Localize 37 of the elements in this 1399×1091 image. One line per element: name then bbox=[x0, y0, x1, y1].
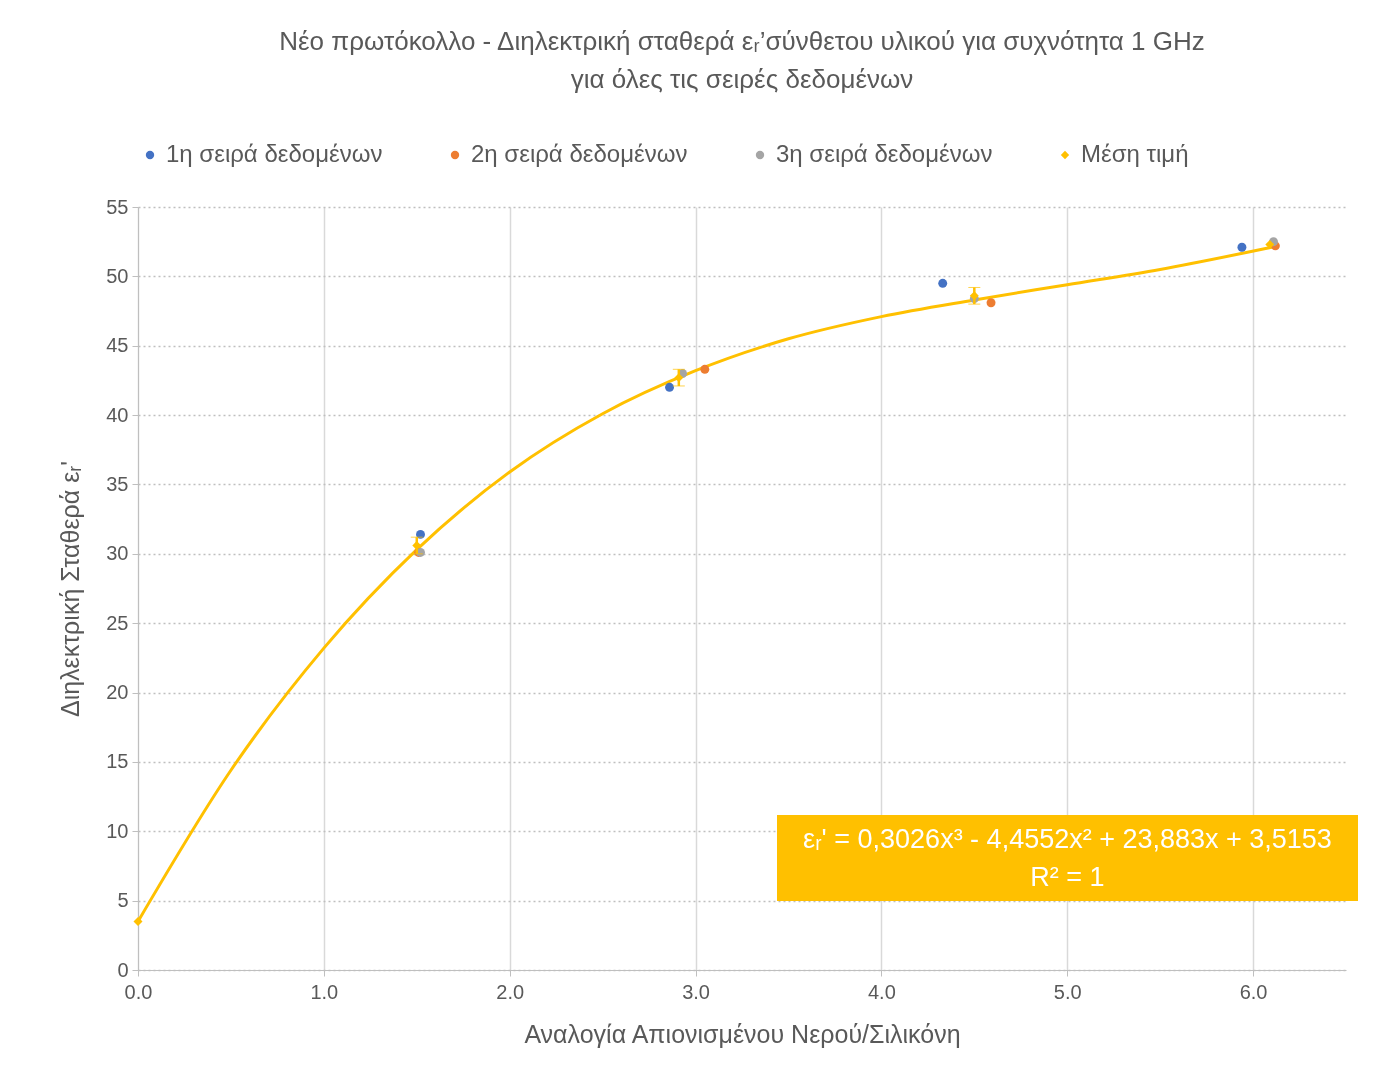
x-tick-label: 0.0 bbox=[124, 980, 153, 1003]
point bbox=[986, 298, 996, 308]
y-tick-label: 15 bbox=[106, 750, 129, 773]
y-tick-label: 20 bbox=[106, 681, 129, 704]
y-tick-label: 5 bbox=[117, 889, 129, 912]
point bbox=[938, 278, 948, 288]
y-tick-label: 50 bbox=[106, 264, 129, 287]
x-tick-label: 2.0 bbox=[496, 980, 525, 1003]
y-tick-label: 35 bbox=[106, 472, 129, 495]
y-tick-label: 25 bbox=[106, 611, 129, 634]
y-axis-title: Διηλεκτρική Σταθερά εᵣ' bbox=[56, 460, 85, 718]
y-tick-label: 10 bbox=[106, 819, 129, 842]
point bbox=[665, 382, 674, 392]
point bbox=[133, 916, 143, 926]
legend-label: 2η σειρά δεδομένων bbox=[471, 140, 688, 167]
x-tick-label: 3.0 bbox=[682, 980, 710, 1003]
annotation: R² = 1 bbox=[1029, 861, 1106, 894]
point bbox=[1265, 239, 1275, 249]
point bbox=[700, 364, 710, 374]
legend-label: 3η σειρά δεδομένων bbox=[776, 140, 993, 167]
text: για όλες τις σειρές δεδομένων bbox=[570, 64, 914, 94]
y-tick-label: 45 bbox=[106, 334, 129, 357]
x-tick-label: 4.0 bbox=[867, 980, 896, 1003]
text: Νέο πρωτόκολλο - Διηλεκτρική σταθερά εᵣ’σύνθετου υλικού για συχνότητα 1 GHz bbox=[279, 26, 1205, 56]
legend-label: Μέση τιμή bbox=[1081, 140, 1189, 167]
y-tick-label: 55 bbox=[106, 195, 129, 218]
annotation: εᵣ' = 0,3026x³ - 4,4552x² + 23,883x + 3,5153 bbox=[802, 823, 1333, 856]
point bbox=[416, 529, 425, 539]
x-tick-label: 6.0 bbox=[1239, 980, 1268, 1003]
point bbox=[1237, 242, 1247, 252]
y-tick-label: 30 bbox=[106, 542, 129, 565]
x-tick-label: 1.0 bbox=[310, 980, 339, 1003]
y-tick-label: 0 bbox=[117, 958, 129, 981]
x-tick-label: 5.0 bbox=[1053, 980, 1082, 1003]
legend-label: 1η σειρά δεδομένων bbox=[166, 140, 383, 167]
y-tick-label: 40 bbox=[106, 403, 129, 426]
x-axis-title: Αναλογία Απιονισμένου Νερού/Σιλικόνη bbox=[524, 1019, 961, 1048]
